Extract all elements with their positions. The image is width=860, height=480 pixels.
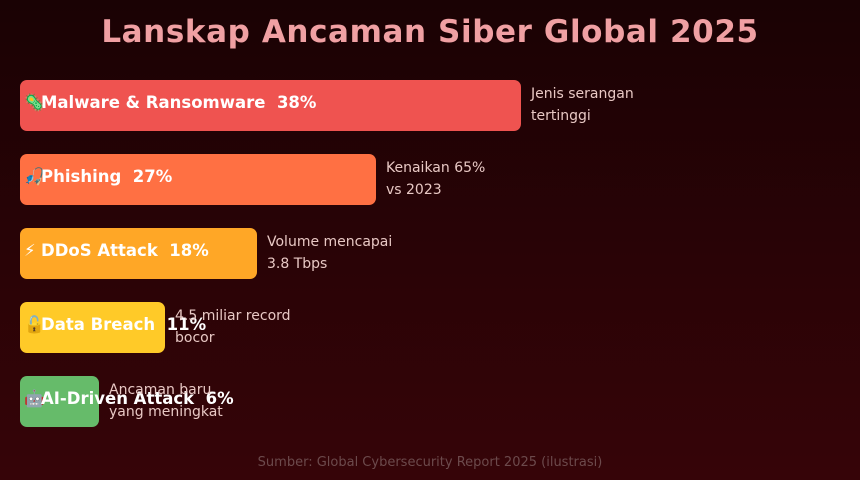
bar-category: AI-Driven Attack	[41, 389, 206, 408]
bar-value-label: 38%	[276, 93, 317, 112]
bar-annotation-5: Ancaman baru yang meningkat	[109, 379, 223, 423]
annotation-line: 4.5 miliar record	[175, 308, 291, 324]
bar-1	[20, 80, 521, 131]
lightning-icon: ⚡	[24, 241, 36, 260]
fishing-icon: 🎣	[24, 167, 45, 186]
annotation-line: yang meningkat	[109, 404, 223, 420]
annotation-line: vs 2023	[386, 182, 442, 198]
bar-annotation-3: Volume mencapai 3.8 Tbps	[267, 231, 392, 275]
bar-annotation-4: 4.5 miliar record bocor	[175, 305, 291, 349]
bar-category: Malware & Ransomware	[41, 93, 277, 112]
virus-icon: 🦠	[24, 93, 45, 112]
bar-4	[20, 302, 165, 353]
bar-value-label: 11%	[166, 315, 207, 334]
bar-label-5: 🤖AI-Driven Attack 6%	[24, 389, 234, 409]
bar-value-label: 18%	[169, 241, 209, 260]
annotation-line: Jenis serangan	[531, 86, 634, 102]
bar-annotation-2: Kenaikan 65% vs 2023	[386, 157, 485, 201]
bar-2	[20, 154, 376, 205]
annotation-line: Kenaikan 65%	[386, 160, 486, 176]
bar-label-4: 🔓Data Breach 11%	[24, 315, 206, 335]
annotation-line: tertinggi	[531, 108, 591, 124]
bar-label-2: 🎣Phishing 27%	[24, 167, 172, 187]
annotation-line: Volume mencapai	[267, 234, 393, 250]
chart-title: Lanskap Ancaman Siber Global 2025	[101, 14, 759, 50]
bar-category: Phishing	[41, 167, 133, 186]
source-note: Sumber: Global Cybersecurity Report 2025…	[257, 455, 603, 470]
bar-5	[20, 376, 99, 427]
bar-value-label: 6%	[205, 389, 234, 408]
bar-label-3: ⚡ DDoS Attack 18%	[24, 241, 209, 261]
robot-icon: 🤖	[24, 389, 45, 408]
unlock-icon: 🔓	[24, 315, 45, 334]
annotation-line: Ancaman baru	[109, 382, 212, 398]
annotation-line: 3.8 Tbps	[267, 256, 328, 272]
bar-category: DDoS Attack	[41, 241, 170, 260]
annotation-line: bocor	[175, 330, 215, 346]
bar-label-1: 🦠Malware & Ransomware 38%	[24, 93, 316, 113]
bar-3	[20, 228, 257, 279]
bar-annotation-1: Jenis serangan tertinggi	[531, 83, 634, 127]
bar-value-label: 27%	[132, 167, 173, 186]
bar-category: Data Breach	[41, 315, 167, 334]
